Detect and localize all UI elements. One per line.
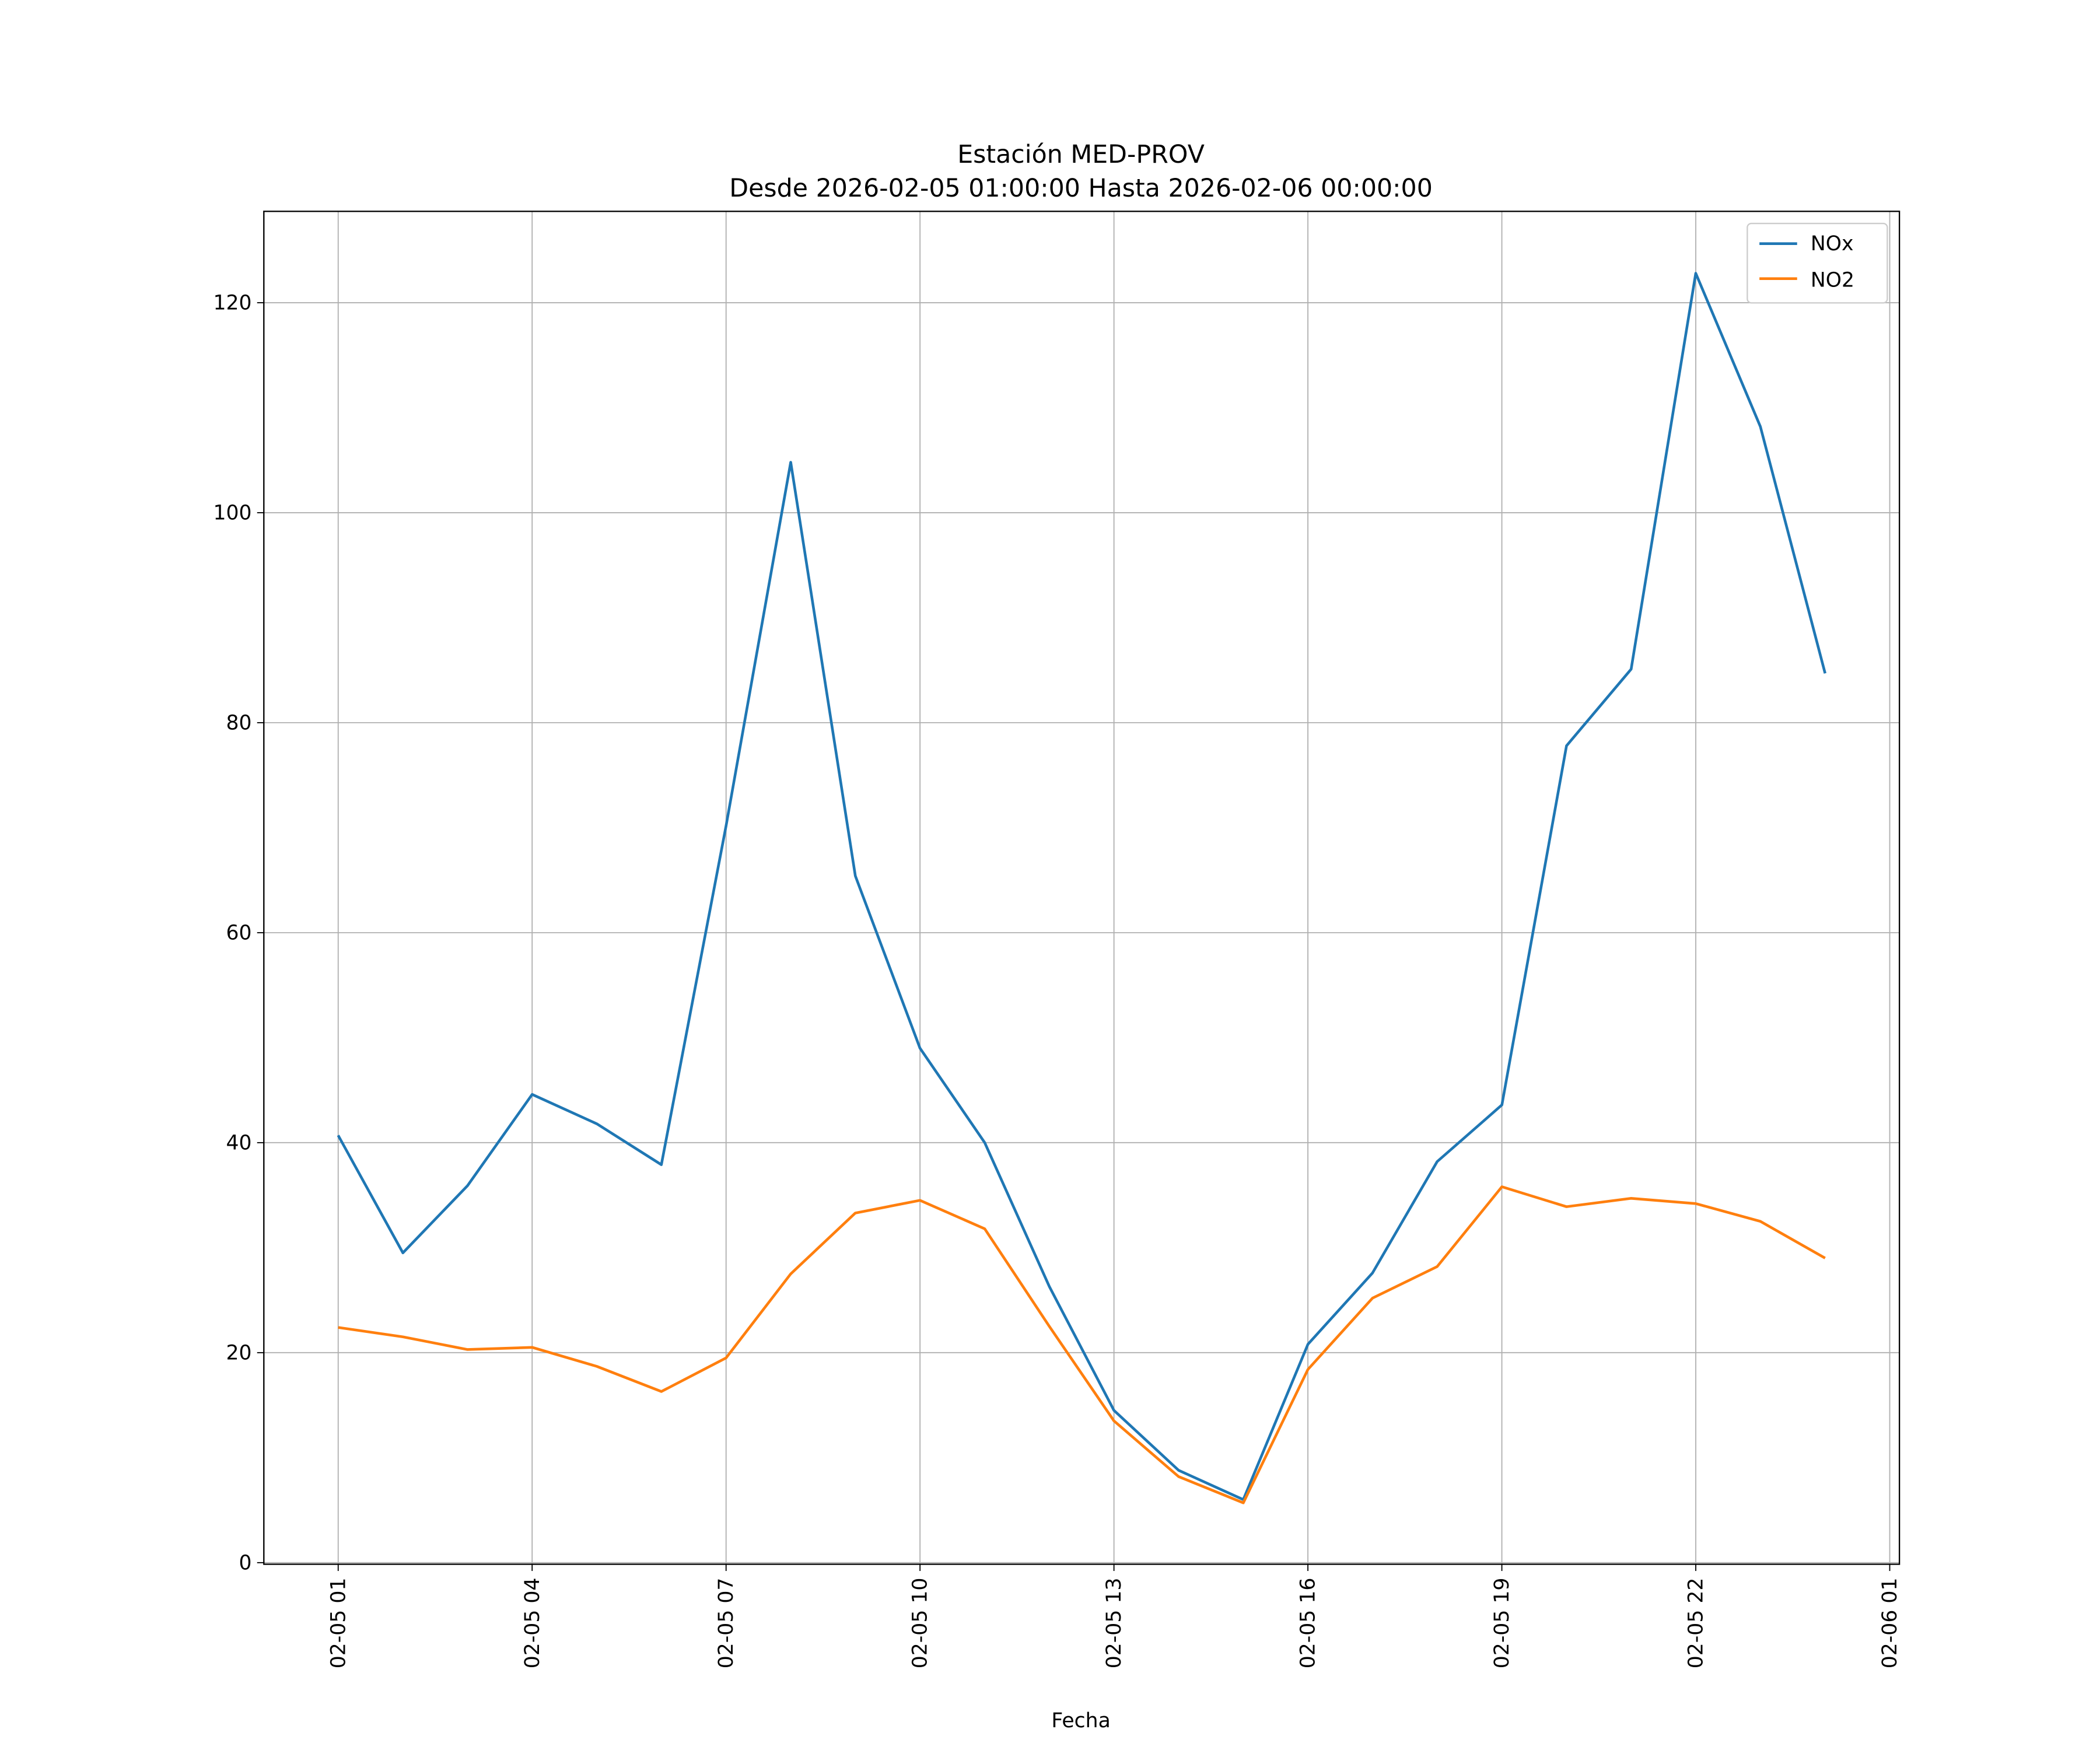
y-tick-label: 80 — [226, 711, 251, 734]
legend: NOx NO2 — [1746, 222, 1888, 304]
x-tick-label: 02-05 16 — [1297, 1578, 1320, 1669]
x-axis-label: Fecha — [1051, 1709, 1110, 1732]
x-tick-label: 02-05 13 — [1102, 1578, 1126, 1669]
grid — [264, 211, 1900, 1564]
y-tick-label: 0 — [239, 1551, 252, 1574]
x-tick-label: 02-05 22 — [1685, 1578, 1708, 1669]
y-tick-label: 40 — [226, 1131, 251, 1154]
x-tick-label: 02-06 01 — [1878, 1578, 1902, 1669]
y-tick-label: 20 — [226, 1341, 251, 1364]
legend-label-no2: NO2 — [1811, 269, 1854, 292]
series-line-no2 — [338, 1185, 1826, 1504]
y-tick-label: 100 — [213, 501, 251, 524]
axis-ticks: 02-05 01 02-05 04 02-05 07 02-05 10 02-05 13… — [213, 291, 1902, 1668]
series-group — [337, 272, 1827, 1504]
series-line-nox — [337, 272, 1827, 1502]
x-tick-label: 02-05 10 — [909, 1578, 932, 1669]
legend-label-nox: NOx — [1811, 232, 1854, 256]
x-tick-label: 02-05 19 — [1490, 1578, 1514, 1669]
y-tick-label: 120 — [213, 291, 251, 314]
x-tick-label: 02-05 01 — [327, 1578, 350, 1669]
chart-subtitle: Desde 2026-02-05 01:00:00 Hasta 2026-02-… — [729, 174, 1433, 203]
x-tick-label: 02-05 04 — [521, 1578, 544, 1669]
plot-frame — [263, 211, 1901, 1565]
y-tick-label: 60 — [226, 921, 251, 944]
chart-title: Estación MED-PROV — [957, 140, 1205, 169]
x-tick-label: 02-05 07 — [715, 1578, 738, 1669]
